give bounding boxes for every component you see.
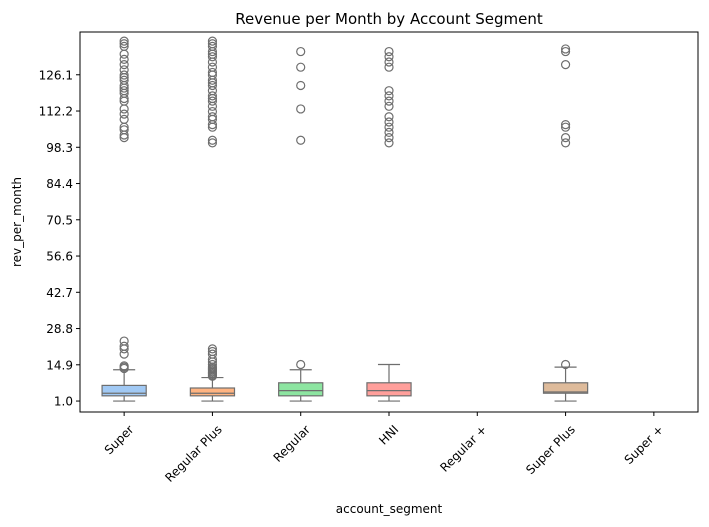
outlier-point [296, 104, 306, 114]
outlier-point [296, 359, 306, 370]
outlier-point [119, 86, 129, 96]
y-tick-label: 70.5 [46, 213, 73, 227]
outlier-point [119, 54, 129, 64]
y-tick-label: 42.7 [46, 286, 73, 300]
outlier-point [384, 122, 394, 132]
box-group-hni [366, 46, 412, 402]
outlier-point [560, 119, 571, 130]
outlier-point [119, 361, 129, 371]
outlier-point [296, 46, 306, 57]
outlier-point [384, 138, 394, 148]
outlier-point [384, 91, 394, 101]
x-axis-label: account_segment [336, 502, 443, 516]
outlier-point [207, 359, 218, 370]
box [101, 384, 147, 397]
outlier-point [560, 60, 571, 70]
outlier-point [119, 36, 129, 46]
outlier-point [119, 41, 129, 51]
box-group-regular [278, 46, 324, 402]
box [542, 382, 589, 394]
outlier-point [119, 125, 129, 135]
outlier-point [207, 138, 218, 148]
outlier-point [119, 70, 129, 80]
box [366, 382, 412, 397]
outlier-point [296, 135, 306, 145]
y-axis-label: rev_per_month [10, 177, 24, 267]
outlier-point [560, 133, 571, 143]
outlier-point [207, 349, 218, 359]
outlier-point [207, 52, 218, 62]
outlier-point [207, 67, 218, 78]
y-tick-label: 14.9 [46, 358, 73, 372]
box-group-regular-plus [189, 36, 236, 402]
y-tick-label: 126.1 [39, 68, 73, 82]
outlier-point [560, 44, 571, 54]
outlier-point [207, 36, 218, 46]
outlier-point [119, 114, 129, 124]
outlier-point [560, 138, 571, 148]
outlier-point [560, 359, 571, 370]
outlier-point [119, 336, 129, 346]
outlier-point [207, 346, 218, 357]
outlier-point [384, 101, 394, 111]
box [189, 387, 236, 397]
outlier-point [207, 91, 218, 101]
outlier-point [384, 46, 394, 57]
outlier-point [119, 341, 129, 351]
outlier-point [119, 109, 129, 119]
y-tick-label: 1.0 [54, 395, 73, 409]
outlier-point [384, 86, 394, 96]
outlier-point [207, 135, 218, 145]
outlier-point [296, 80, 306, 91]
y-tick-label: 28.8 [46, 322, 73, 336]
outlier-point [384, 117, 394, 127]
outlier-point [384, 112, 394, 122]
outlier-point [207, 41, 218, 51]
y-tick-label: 84.4 [46, 177, 73, 191]
outlier-point [384, 52, 394, 62]
outlier-point [384, 96, 394, 106]
chart-title: Revenue per Month by Account Segment [235, 10, 543, 28]
outlier-point [119, 65, 129, 75]
outlier-point [207, 39, 218, 49]
outlier-point [119, 75, 129, 85]
outlier-point [207, 96, 218, 106]
outlier-point [119, 39, 129, 49]
outlier-point [207, 106, 218, 117]
outlier-point [384, 127, 394, 138]
outlier-point [207, 344, 218, 354]
outlier-point [119, 60, 129, 70]
outlier-point [207, 112, 218, 122]
box-group-super-plus [542, 44, 589, 402]
outlier-point [384, 57, 394, 67]
outlier-point [384, 133, 394, 143]
y-tick-label: 56.6 [46, 250, 73, 264]
y-tick-label: 98.3 [46, 141, 73, 155]
outlier-point [296, 62, 306, 72]
outlier-point [384, 62, 394, 72]
outlier-point [560, 122, 571, 132]
outlier-point [207, 62, 218, 72]
y-axis: 1.0 14.9 28.8 42.7 56.6 70.5 84.4 98.3 112.2 126.… [39, 68, 80, 409]
outlier-point [207, 80, 218, 91]
outlier-point [560, 46, 571, 57]
box-group-super [101, 36, 147, 402]
box [278, 382, 324, 397]
y-tick-label: 112.2 [39, 105, 73, 119]
